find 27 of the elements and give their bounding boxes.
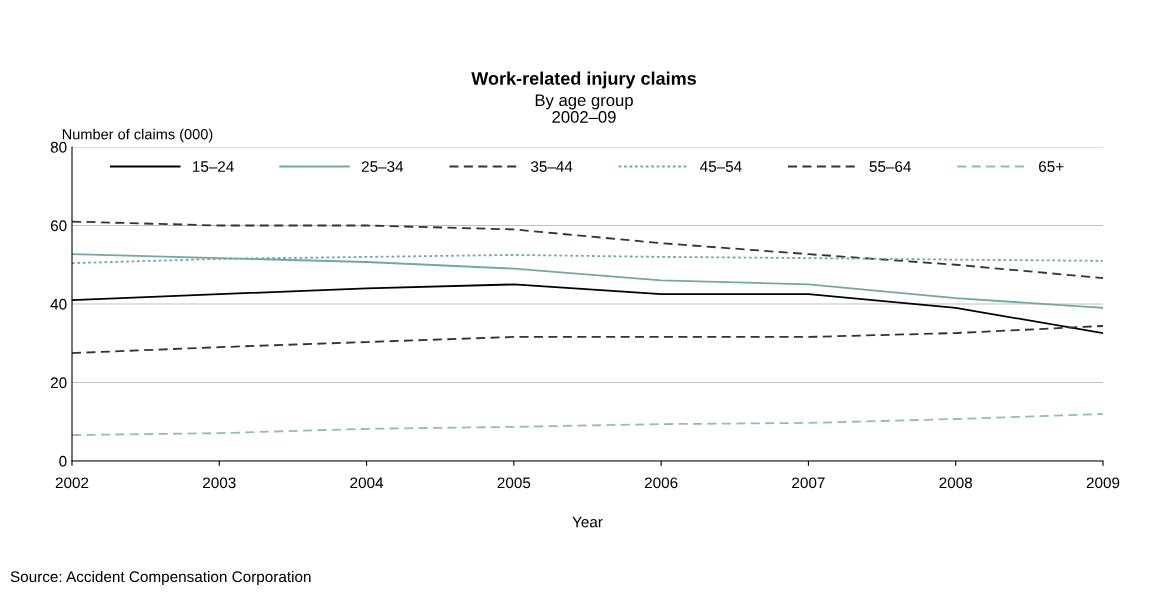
line-series [72,325,1103,354]
x-tick-label: 2008 [939,477,973,489]
x-tick-label: 2009 [1086,477,1120,489]
y-tick-label: 0 [59,455,67,467]
x-tick-label: 2005 [497,477,531,489]
y-tick-label: 20 [50,377,67,389]
line-series [72,253,1103,309]
source-note: Source: Accident Compensation Corporation [10,570,311,586]
chart-title: Work-related injury claims [471,71,696,89]
x-axis-title: Year [572,516,603,528]
legend-label: 15–24 [192,161,234,172]
x-tick-label: 2004 [350,477,384,489]
legend-label: 45–54 [700,161,742,172]
x-tick-label: 2006 [644,477,678,489]
legend-label: 65+ [1039,161,1064,172]
chart-subtitle: By age group 2002–09 [535,94,633,123]
line-series [72,220,1103,279]
x-tick-label: 2007 [792,477,825,489]
legend-label: 35–44 [530,161,573,172]
x-tick-label: 2002 [55,477,89,489]
x-tick-label: 2003 [203,477,236,489]
y-tick-label: 80 [50,141,67,153]
line-series [72,412,1103,436]
y-tick-label: 40 [50,298,67,310]
legend-label: 55–64 [869,161,911,172]
legend-label: 25–34 [361,161,404,172]
y-tick-label: 60 [50,220,67,232]
